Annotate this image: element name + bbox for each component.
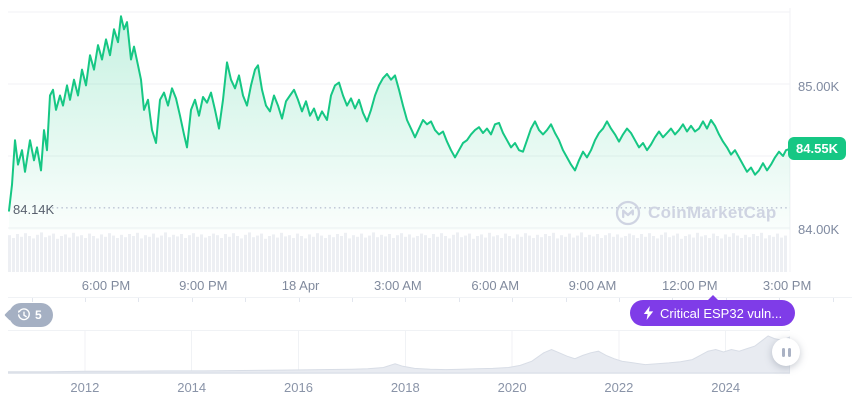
x-axis-label: 12:00 PM <box>661 278 718 293</box>
year-tick <box>31 298 33 302</box>
year-tick <box>458 298 460 302</box>
range-slider-handle[interactable] <box>772 338 800 366</box>
x-axis-label: 3:00 AM <box>374 278 422 293</box>
y-axis-label-bottom: 84.00K <box>798 222 840 237</box>
year-tick <box>298 298 300 302</box>
year-tick <box>191 298 193 302</box>
x-axis-label: 3:00 PM <box>762 278 812 293</box>
current-price-badge: 84.55K <box>788 137 846 160</box>
annotations-count: 5 <box>35 308 42 322</box>
year-tick <box>351 298 353 302</box>
price-chart-canvas[interactable] <box>0 0 860 275</box>
watermark-text: CoinMarketCap <box>648 203 777 222</box>
year-tick <box>832 298 834 302</box>
year-axis-label: 2012 <box>70 380 100 395</box>
year-tick <box>565 298 567 302</box>
year-tick <box>512 298 514 302</box>
time-axis: 6:00 PM 9:00 PM 18 Apr 3:00 AM 6:00 AM 9:00 A… <box>0 278 860 294</box>
timeline-minichart[interactable] <box>8 330 790 374</box>
x-axis-label: 6:00 PM <box>81 278 131 293</box>
x-axis-label: 6:00 AM <box>471 278 520 293</box>
year-axis-label: 2024 <box>711 380 741 395</box>
x-axis-label: 18 Apr <box>281 278 320 293</box>
news-alert-label: Critical ESP32 vuln... <box>660 305 783 321</box>
low-price-label: 84.14K <box>13 202 55 217</box>
coinmarketcap-logo-icon <box>615 200 641 226</box>
handle-grip-bar <box>781 347 785 357</box>
handle-grip-bar <box>787 347 791 357</box>
year-axis-label: 2018 <box>390 380 420 395</box>
year-tick <box>618 298 620 302</box>
y-axis-label-top: 85.00K <box>798 79 840 94</box>
year-tick <box>84 298 86 302</box>
x-axis-label: 9:00 PM <box>179 278 228 293</box>
history-icon <box>18 308 30 321</box>
year-axis-label: 2016 <box>284 380 313 395</box>
year-tick <box>245 298 247 302</box>
year-axis: 2012 2014 2016 2018 2020 2022 2024 <box>0 380 860 396</box>
news-alert-pill[interactable]: Critical ESP32 vuln... <box>630 295 796 326</box>
x-axis-label: 9:00 AM <box>568 278 617 293</box>
lightning-icon <box>643 306 654 320</box>
year-axis-label: 2020 <box>497 380 527 395</box>
coinmarketcap-watermark: CoinMarketCap <box>615 200 777 226</box>
year-axis-label: 2022 <box>604 380 634 395</box>
year-axis-label: 2014 <box>177 380 207 395</box>
year-tick <box>138 298 140 302</box>
year-tick <box>405 298 407 302</box>
annotations-count-badge[interactable]: 5 <box>9 303 53 327</box>
